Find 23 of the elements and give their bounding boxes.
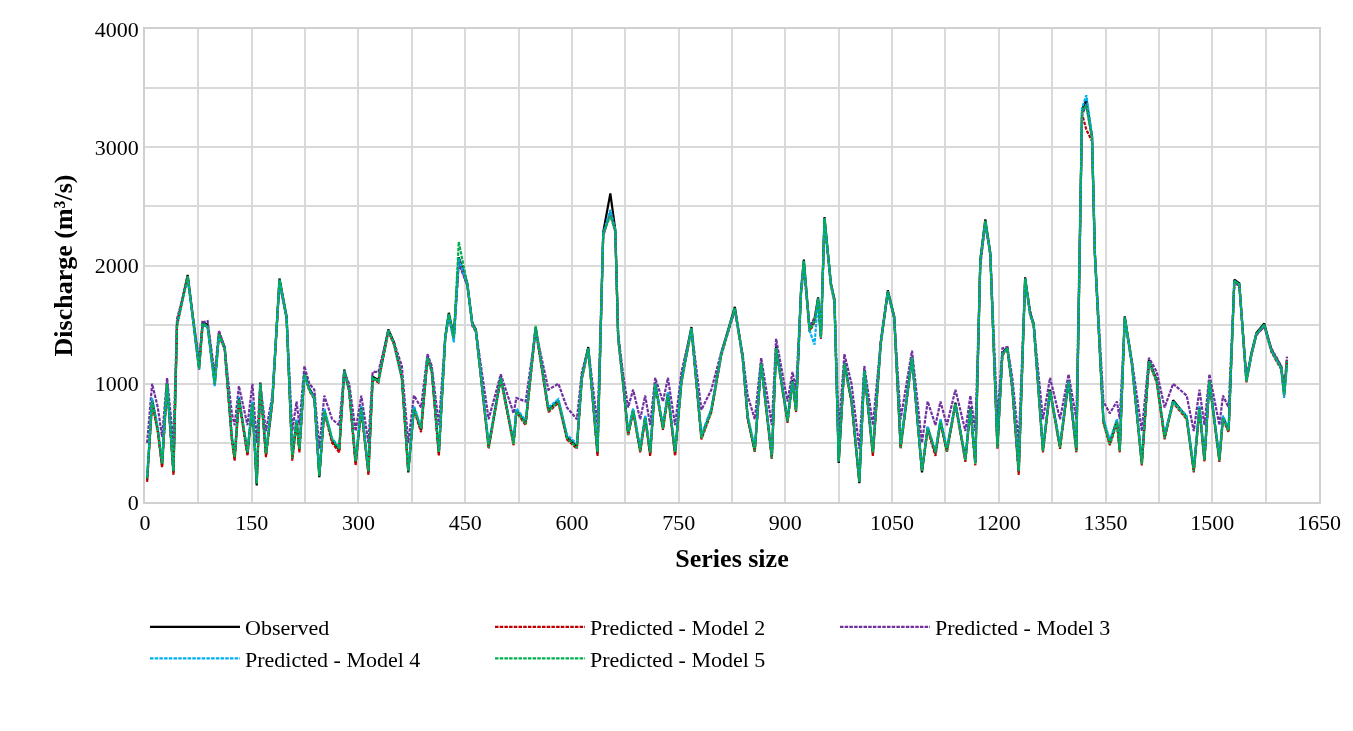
legend-label: Predicted - Model 4 xyxy=(245,647,421,673)
x-tick-label: 300 xyxy=(341,510,375,536)
legend-label: Observed xyxy=(245,615,330,641)
x-tick-label: 1350 xyxy=(1083,510,1128,536)
y-tick-label: 4000 xyxy=(94,16,139,42)
x-tick-label: 150 xyxy=(235,510,269,536)
y-axis-title: Discharge (m³/s) xyxy=(48,174,78,357)
y-tick-label: 3000 xyxy=(94,134,139,160)
x-tick-label: 1050 xyxy=(870,510,915,536)
x-tick-label: 1650 xyxy=(1297,510,1341,536)
x-axis-title: Series size xyxy=(675,544,789,574)
x-tick-label: 750 xyxy=(662,510,696,536)
y-tick-label: 2000 xyxy=(94,253,139,279)
legend-label: Predicted - Model 2 xyxy=(590,615,766,641)
x-tick-label: 1500 xyxy=(1190,510,1235,536)
x-tick-label: 450 xyxy=(448,510,482,536)
y-tick-label: 0 xyxy=(127,489,139,515)
x-tick-label: 600 xyxy=(555,510,589,536)
x-tick-label: 900 xyxy=(768,510,802,536)
x-tick-label: 1200 xyxy=(976,510,1021,536)
y-tick-label: 1000 xyxy=(94,371,139,397)
legend-label: Predicted - Model 5 xyxy=(590,647,766,673)
legend-label: Predicted - Model 3 xyxy=(935,615,1111,641)
